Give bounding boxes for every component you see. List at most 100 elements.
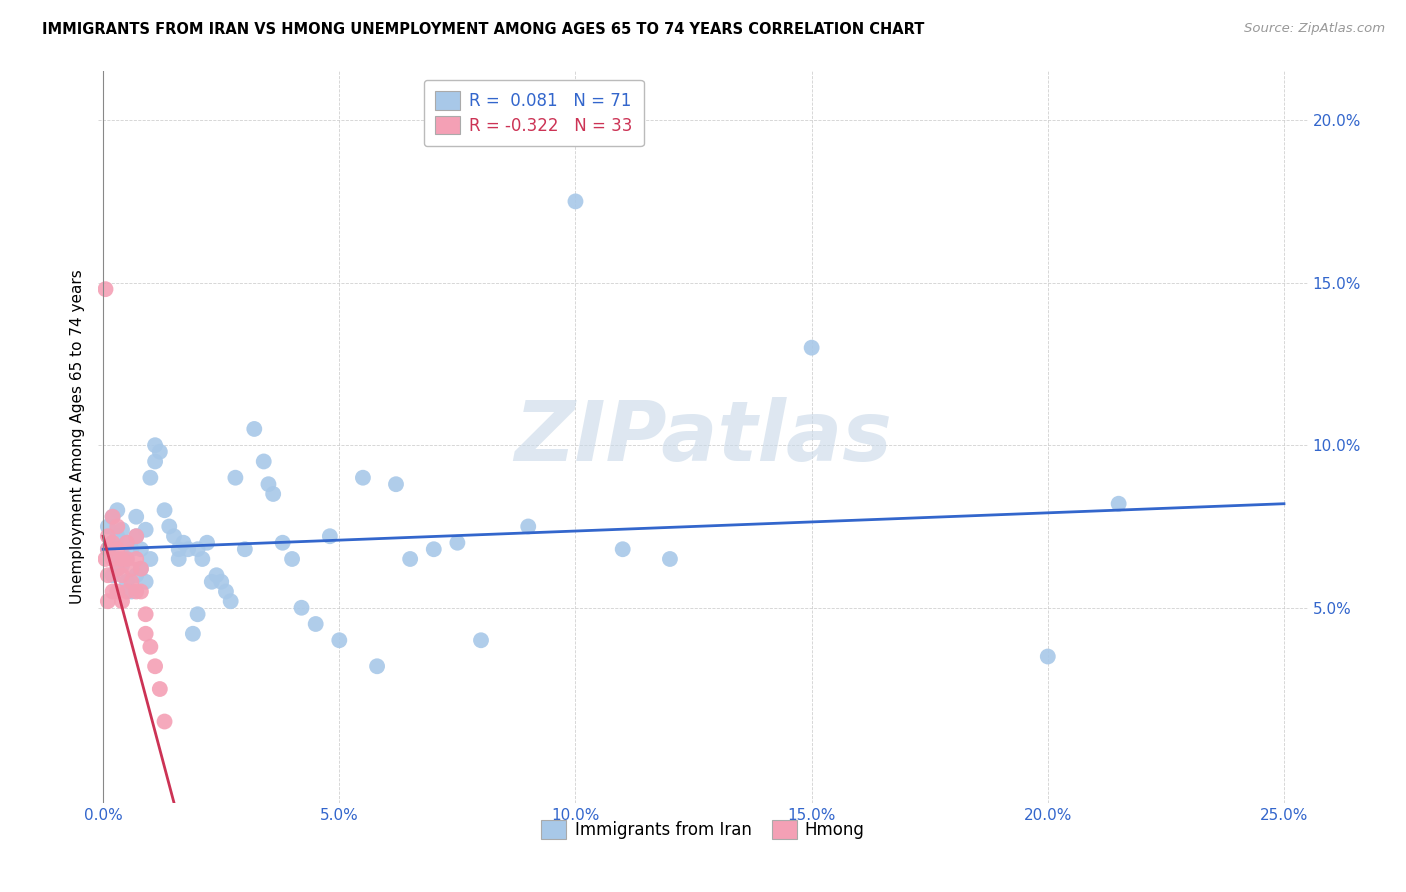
Point xyxy=(101,509,124,524)
Point xyxy=(121,542,143,557)
Point xyxy=(1108,497,1130,511)
Point xyxy=(446,535,468,549)
Point xyxy=(423,542,446,557)
Point xyxy=(97,542,120,557)
Point xyxy=(111,523,134,537)
Point xyxy=(115,535,138,549)
Point xyxy=(125,552,148,566)
Point xyxy=(115,552,138,566)
Point xyxy=(125,568,148,582)
Point xyxy=(187,607,209,622)
Point xyxy=(271,535,294,549)
Point xyxy=(517,519,540,533)
Point xyxy=(1036,649,1059,664)
Point xyxy=(149,681,172,696)
Point xyxy=(262,487,284,501)
Point xyxy=(153,714,176,729)
Point xyxy=(135,626,157,640)
Point xyxy=(97,568,120,582)
Point xyxy=(97,529,120,543)
Point xyxy=(215,584,238,599)
Point xyxy=(121,584,143,599)
Point xyxy=(121,574,143,589)
Point xyxy=(101,535,124,549)
Point xyxy=(243,422,266,436)
Point xyxy=(233,542,256,557)
Point xyxy=(105,562,128,576)
Point xyxy=(125,584,148,599)
Point xyxy=(191,552,214,566)
Point xyxy=(105,519,128,533)
Point xyxy=(101,552,124,566)
Point xyxy=(658,552,681,566)
Point xyxy=(129,562,152,576)
Point xyxy=(135,523,157,537)
Point xyxy=(105,542,128,557)
Point xyxy=(201,574,224,589)
Point xyxy=(564,194,586,209)
Point xyxy=(105,552,128,566)
Legend: Immigrants from Iran, Hmong: Immigrants from Iran, Hmong xyxy=(534,814,872,846)
Point xyxy=(290,600,312,615)
Point xyxy=(177,542,200,557)
Point xyxy=(115,552,138,566)
Point xyxy=(115,574,138,589)
Point xyxy=(385,477,408,491)
Point xyxy=(470,633,492,648)
Point xyxy=(129,562,152,576)
Point xyxy=(205,568,228,582)
Point xyxy=(167,552,190,566)
Point xyxy=(399,552,422,566)
Point xyxy=(115,584,138,599)
Point xyxy=(105,584,128,599)
Point xyxy=(97,594,120,608)
Point xyxy=(352,471,374,485)
Point xyxy=(135,574,157,589)
Point xyxy=(115,535,138,549)
Point xyxy=(125,529,148,543)
Point xyxy=(187,542,209,557)
Point xyxy=(111,568,134,582)
Point xyxy=(157,519,180,533)
Point xyxy=(612,542,634,557)
Text: IMMIGRANTS FROM IRAN VS HMONG UNEMPLOYMENT AMONG AGES 65 TO 74 YEARS CORRELATION: IMMIGRANTS FROM IRAN VS HMONG UNEMPLOYME… xyxy=(42,22,925,37)
Y-axis label: Unemployment Among Ages 65 to 74 years: Unemployment Among Ages 65 to 74 years xyxy=(69,269,84,605)
Point xyxy=(125,509,148,524)
Point xyxy=(219,594,242,608)
Point xyxy=(328,633,350,648)
Point xyxy=(153,503,176,517)
Point xyxy=(143,438,166,452)
Point xyxy=(135,607,157,622)
Point xyxy=(172,535,194,549)
Point xyxy=(224,471,246,485)
Point xyxy=(305,617,328,632)
Point xyxy=(139,552,162,566)
Point xyxy=(163,529,186,543)
Point xyxy=(125,529,148,543)
Point xyxy=(800,341,823,355)
Point xyxy=(101,535,124,549)
Point xyxy=(281,552,304,566)
Point xyxy=(105,529,128,543)
Point xyxy=(101,509,124,524)
Point xyxy=(111,594,134,608)
Point xyxy=(319,529,342,543)
Point xyxy=(101,584,124,599)
Point xyxy=(257,477,280,491)
Point xyxy=(209,574,232,589)
Point xyxy=(105,562,128,576)
Point xyxy=(97,519,120,533)
Text: ZIPatlas: ZIPatlas xyxy=(515,397,891,477)
Point xyxy=(253,454,276,468)
Point xyxy=(105,503,128,517)
Point xyxy=(195,535,218,549)
Point xyxy=(181,626,204,640)
Point xyxy=(111,552,134,566)
Point xyxy=(97,542,120,557)
Point xyxy=(167,542,190,557)
Point xyxy=(129,542,152,557)
Point xyxy=(94,282,117,296)
Point xyxy=(94,552,117,566)
Point xyxy=(366,659,388,673)
Point xyxy=(111,558,134,573)
